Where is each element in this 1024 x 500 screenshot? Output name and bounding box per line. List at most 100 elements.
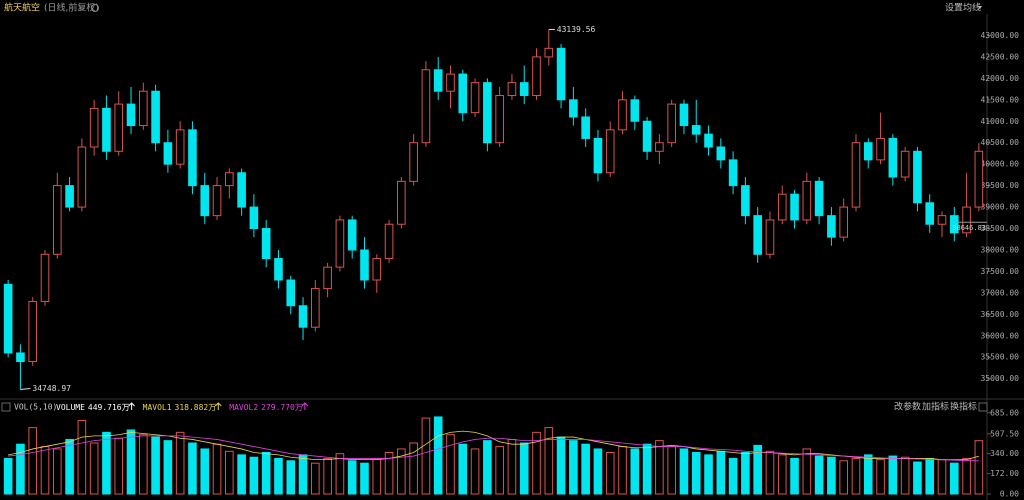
volume-bar — [765, 450, 775, 495]
volume-bar — [28, 427, 38, 495]
volume-bar — [777, 454, 787, 495]
ma-settings-button[interactable]: 设置均线 — [945, 2, 981, 14]
close-icon[interactable] — [978, 402, 988, 412]
volume-bar — [913, 461, 922, 495]
volume-bar — [298, 454, 308, 495]
candle-body — [311, 288, 320, 328]
volume-bar — [483, 440, 492, 495]
volume-bar — [409, 442, 418, 495]
candle-body — [16, 352, 25, 363]
volume-bar — [937, 459, 947, 495]
candle-body — [102, 107, 111, 152]
volume-bar — [716, 450, 726, 495]
candle-body — [863, 142, 873, 161]
candle-body — [851, 142, 861, 208]
candle-body — [323, 266, 332, 290]
indicator-button[interactable]: 加指标 — [922, 401, 949, 413]
candle-body — [225, 172, 234, 187]
y-tick-label: 37500.00 — [980, 267, 1019, 276]
volume-bar — [397, 448, 406, 495]
candle-body — [581, 116, 590, 139]
legend-name: MAVOL2 — [229, 403, 258, 412]
candle-body — [446, 73, 455, 92]
candle-body — [3, 283, 13, 354]
candle-body — [790, 193, 799, 221]
volume-bar — [446, 434, 455, 495]
candle-body — [237, 172, 246, 208]
candle-body — [888, 137, 898, 178]
volume-bar — [286, 460, 296, 495]
y-tick-label: 38000.00 — [980, 245, 1019, 254]
y-tick-label: 38500.00 — [980, 224, 1019, 233]
volume-bar — [372, 457, 382, 495]
volume-bar — [655, 440, 664, 495]
volume-bar — [642, 443, 652, 495]
candle-body — [138, 90, 148, 127]
candle-body — [556, 47, 566, 101]
y-tick-label: 43000.00 — [980, 31, 1019, 40]
volume-bar — [433, 416, 443, 495]
y-tick-label: 40000.00 — [980, 160, 1019, 169]
volume-bar — [962, 457, 971, 495]
volume-bar — [691, 452, 701, 495]
volume-bar — [593, 448, 603, 495]
volume-bar — [114, 437, 124, 495]
candle-body — [89, 107, 99, 148]
volume-bar — [569, 440, 578, 495]
volume-bar — [16, 443, 25, 495]
volume-bar — [605, 452, 615, 495]
candle-body — [605, 129, 615, 174]
candle-body — [716, 146, 726, 161]
candle-body — [483, 82, 492, 144]
candle-body — [777, 193, 787, 221]
candle-body — [188, 129, 197, 187]
candle-body — [163, 142, 173, 165]
volume-bar — [863, 454, 873, 495]
settings-icon[interactable] — [91, 4, 99, 12]
y-tick-label: 507.50 — [990, 429, 1019, 438]
volume-bar — [470, 448, 480, 495]
legend-arrow — [301, 402, 309, 410]
candle-body — [261, 228, 271, 260]
legend-arrow — [128, 402, 135, 410]
volume-bar — [925, 457, 935, 495]
dropdown-arrow — [978, 6, 982, 9]
candle-body — [347, 219, 357, 251]
candle-body — [618, 99, 627, 131]
candle-body — [40, 253, 50, 302]
candle-body — [52, 185, 62, 255]
indicator-button[interactable]: 改参数 — [894, 401, 921, 413]
volume-bar — [188, 442, 197, 495]
volume-bar — [630, 448, 640, 495]
candle-body — [876, 137, 885, 161]
volume-bar — [556, 436, 566, 495]
candle-body — [65, 185, 74, 208]
y-tick-label: 35000.00 — [980, 374, 1019, 383]
candle-body — [962, 206, 971, 234]
candle-body — [421, 69, 431, 144]
volume-bar — [311, 462, 320, 495]
y-tick-label: 39500.00 — [980, 181, 1019, 190]
indicator-button[interactable]: 换指标 — [950, 401, 977, 413]
y-tick-label: 40500.00 — [980, 138, 1019, 147]
volume-bar — [347, 460, 357, 495]
volume-bar — [507, 438, 517, 495]
y-tick-label: 36000.00 — [980, 331, 1019, 340]
candle-body — [532, 56, 541, 97]
candle-body — [679, 103, 689, 127]
candle-body — [409, 142, 418, 182]
candle-body — [212, 185, 222, 217]
chart-subtitle: (日线,前复权) — [44, 2, 99, 14]
candle-body — [655, 142, 664, 152]
volume-bar — [360, 462, 369, 495]
help-icon[interactable] — [1, 402, 11, 412]
candle-body — [433, 69, 443, 92]
min-label: 34748.97 — [32, 384, 71, 393]
volume-bar — [876, 459, 885, 495]
candle-body — [642, 120, 652, 152]
candle-body — [827, 215, 836, 238]
volume-bar — [974, 440, 984, 495]
y-tick-label: 0.00 — [1000, 490, 1019, 499]
candle-body — [765, 219, 775, 255]
